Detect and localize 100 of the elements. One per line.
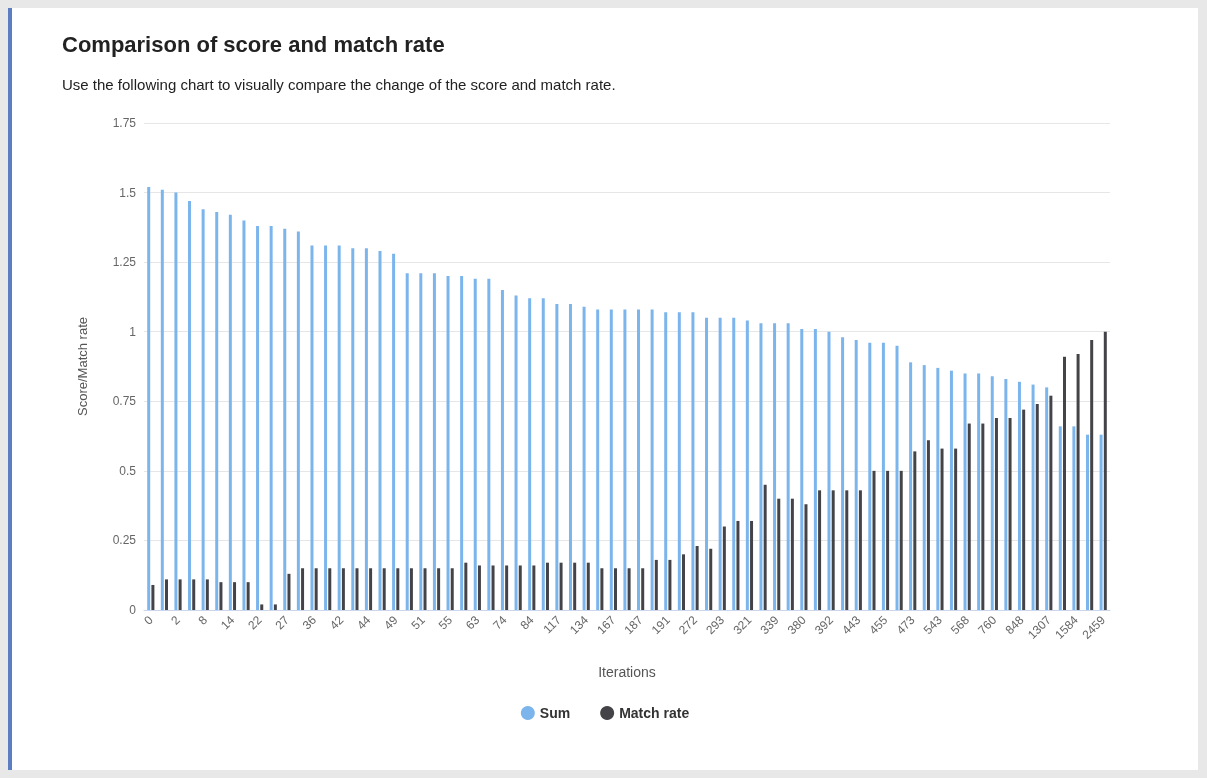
x-tick-label: 848 xyxy=(1002,612,1027,638)
x-tick-label: 44 xyxy=(354,612,374,633)
bar xyxy=(545,562,549,610)
x-tick-label: 51 xyxy=(408,612,429,633)
bar xyxy=(355,568,359,610)
bar xyxy=(219,582,223,610)
bar xyxy=(432,273,436,610)
bar xyxy=(464,562,468,610)
bar xyxy=(1017,381,1021,610)
bar xyxy=(786,323,790,610)
bar xyxy=(886,470,890,610)
bar xyxy=(600,568,604,610)
bar xyxy=(804,504,808,610)
bar xyxy=(409,568,413,610)
bar xyxy=(423,568,427,610)
x-tick-label: 380 xyxy=(784,612,810,638)
x-tick-label: 49 xyxy=(381,612,401,633)
chart-title: Comparison of score and match rate xyxy=(62,31,445,57)
bar xyxy=(260,604,264,610)
bar xyxy=(732,317,736,610)
bar xyxy=(841,337,845,610)
bar xyxy=(446,276,450,610)
bar xyxy=(1031,384,1035,610)
bar xyxy=(1099,434,1103,610)
bar xyxy=(314,568,318,610)
bar xyxy=(1085,434,1089,610)
bar xyxy=(963,373,967,610)
bar xyxy=(392,253,396,610)
bar xyxy=(722,526,726,610)
x-tick-label: 473 xyxy=(893,612,918,638)
bar xyxy=(881,342,885,610)
bar xyxy=(913,451,917,610)
bar xyxy=(773,323,777,610)
bar xyxy=(283,228,287,610)
x-tick-label: 0 xyxy=(141,612,156,628)
x-tick-label: 22 xyxy=(245,612,265,633)
bar xyxy=(705,317,709,610)
x-tick-label: 2 xyxy=(168,612,184,628)
bar xyxy=(668,559,672,610)
bar xyxy=(351,248,355,610)
bar xyxy=(242,220,246,610)
y-tick-label: 1 xyxy=(129,324,137,339)
bar xyxy=(233,582,237,610)
y-tick-label: 0 xyxy=(129,603,137,617)
x-tick-label: 84 xyxy=(517,612,537,633)
bar xyxy=(750,520,754,610)
bar xyxy=(541,298,545,610)
x-tick-label: 392 xyxy=(811,612,837,638)
bar xyxy=(800,328,804,610)
bar xyxy=(382,568,386,610)
x-tick-label: 568 xyxy=(948,612,973,638)
x-tick-label: 191 xyxy=(648,612,673,638)
bar xyxy=(1022,409,1026,610)
bar xyxy=(899,470,903,610)
x-tick-label: 74 xyxy=(490,612,510,633)
y-tick-label: 0.75 xyxy=(112,394,137,409)
bar xyxy=(623,309,627,610)
bar xyxy=(718,317,722,610)
bar xyxy=(691,312,695,610)
bar xyxy=(273,604,277,610)
bar xyxy=(1058,426,1062,610)
bar xyxy=(936,367,940,610)
bar xyxy=(178,579,182,610)
y-tick-label: 1.5 xyxy=(119,185,137,200)
x-tick-label: 8 xyxy=(195,612,211,628)
bar xyxy=(609,309,613,610)
bar xyxy=(654,559,658,610)
bar xyxy=(813,328,817,610)
x-tick-label: 272 xyxy=(675,612,701,638)
bar xyxy=(188,200,192,610)
bar xyxy=(532,565,536,610)
bar xyxy=(192,579,196,610)
bar xyxy=(745,320,749,610)
bar xyxy=(518,565,522,610)
bar xyxy=(627,568,631,610)
bar xyxy=(990,376,994,610)
bar xyxy=(555,303,559,610)
bar xyxy=(396,568,400,610)
legend-label: Sum xyxy=(539,705,571,721)
bar xyxy=(514,295,518,610)
x-tick-label: 321 xyxy=(730,612,755,638)
bar xyxy=(940,448,944,610)
bar xyxy=(1076,353,1080,610)
bar xyxy=(419,273,423,610)
bar xyxy=(337,245,341,610)
x-tick-label: 14 xyxy=(218,612,238,633)
bar xyxy=(228,214,232,610)
x-tick-label: 63 xyxy=(462,612,483,633)
bar xyxy=(364,248,368,610)
bar xyxy=(763,484,767,610)
bar xyxy=(954,448,958,610)
bar xyxy=(1072,426,1076,610)
bar xyxy=(310,245,314,610)
bar xyxy=(586,562,590,610)
x-tick-label: 443 xyxy=(839,612,864,638)
x-tick-label: 187 xyxy=(621,612,646,638)
bar xyxy=(909,362,913,610)
bar xyxy=(1103,331,1107,610)
bar xyxy=(151,584,155,610)
y-tick-label: 1.25 xyxy=(112,255,137,270)
